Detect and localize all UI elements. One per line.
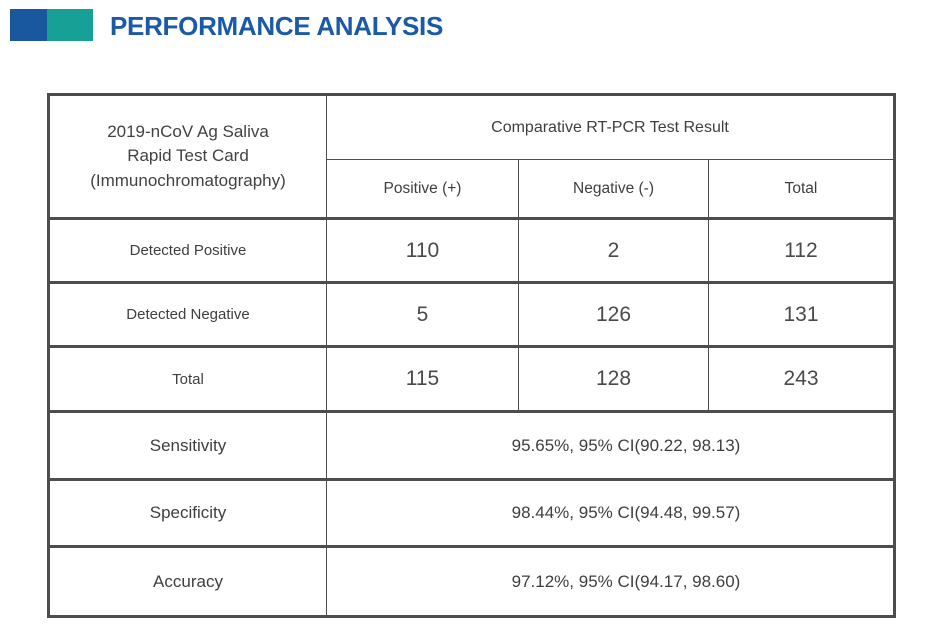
col-header-total: Total [708, 159, 895, 219]
test-card-label: 2019-nCoV Ag Saliva Rapid Test Card (Imm… [48, 94, 327, 219]
cell-value: 243 [708, 345, 895, 412]
table-row-sensitivity: Sensitivity 95.65%, 95% CI(90.22, 98.13) [48, 410, 895, 480]
table-row-detected-positive: Detected Positive 110 2 112 [48, 217, 895, 283]
col-header-positive: Positive (+) [326, 159, 519, 219]
stat-label: Specificity [48, 478, 327, 547]
col-header-negative: Negative (-) [518, 159, 709, 219]
stat-label: Accuracy [48, 545, 327, 617]
group-header: Comparative RT-PCR Test Result [326, 94, 895, 160]
page-title: PERFORMANCE ANALYSIS [110, 11, 444, 41]
stat-value: 97.12%, 95% CI(94.17, 98.60) [326, 545, 895, 617]
row-label: Detected Negative [48, 281, 327, 347]
table-row-specificity: Specificity 98.44%, 95% CI(94.48, 99.57) [48, 478, 895, 547]
cell-value: 126 [518, 281, 709, 347]
stat-value: 98.44%, 95% CI(94.48, 99.57) [326, 478, 895, 547]
column-header-row: Positive (+) Negative (-) Total [49, 159, 895, 219]
table-row-accuracy: Accuracy 97.12%, 95% CI(94.17, 98.60) [48, 545, 895, 617]
table-row-total: Total 115 128 243 [48, 345, 895, 412]
cell-value: 2 [518, 217, 709, 283]
group-header-row: 2019-nCoV Ag Saliva Rapid Test Card (Imm… [48, 94, 895, 219]
brand-mark [10, 9, 93, 41]
teal-square-icon [47, 9, 93, 41]
blue-square-icon [10, 9, 47, 41]
row-label: Detected Positive [48, 217, 327, 283]
stat-value: 95.65%, 95% CI(90.22, 98.13) [326, 410, 895, 480]
cell-value: 115 [326, 345, 519, 412]
cell-value: 112 [708, 217, 895, 283]
performance-table: 2019-nCoV Ag Saliva Rapid Test Card (Imm… [47, 93, 896, 618]
cell-value: 110 [326, 217, 519, 283]
table-row-detected-negative: Detected Negative 5 126 131 [48, 281, 895, 347]
stat-label: Sensitivity [48, 410, 327, 480]
cell-value: 5 [326, 281, 519, 347]
row-label: Total [48, 345, 327, 412]
cell-value: 128 [518, 345, 709, 412]
cell-value: 131 [708, 281, 895, 347]
